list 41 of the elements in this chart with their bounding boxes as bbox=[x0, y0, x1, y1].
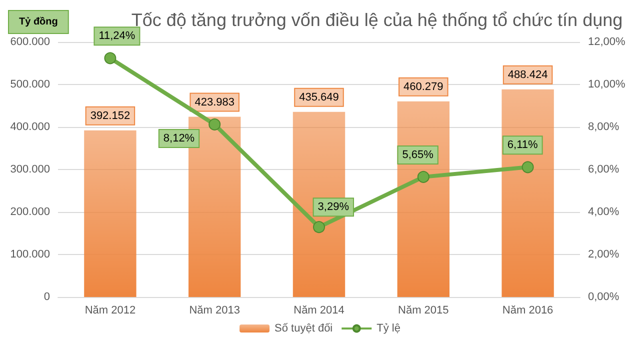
point bbox=[522, 161, 534, 174]
y-tick-label: 0 bbox=[44, 291, 50, 303]
data-label: 392.152 bbox=[90, 110, 130, 122]
legend-label: Số tuyệt đối bbox=[274, 322, 333, 334]
chart-title: Tốc độ tăng trưởng vốn điều lệ của hệ thống tổ chức tín dụng bbox=[131, 10, 623, 30]
x-tick-label: Năm 2016 bbox=[502, 304, 554, 316]
y-axis-title: Tỷ đồng bbox=[19, 16, 58, 28]
y2-tick-label: 6,00% bbox=[588, 164, 620, 176]
data-label: 435.649 bbox=[299, 91, 339, 104]
y-tick-label: 100.000 bbox=[10, 248, 50, 260]
y2-tick-label: 0,00% bbox=[588, 291, 620, 303]
bar bbox=[397, 101, 450, 297]
point bbox=[208, 118, 221, 130]
data-label: 460.279 bbox=[404, 80, 444, 93]
y-tick-label: 400.000 bbox=[10, 121, 50, 133]
legend-label: Tỷ lệ bbox=[376, 322, 400, 334]
y-tick-label: 600.000 bbox=[10, 36, 50, 48]
data-label: 6,11% bbox=[507, 139, 538, 152]
point bbox=[104, 52, 116, 64]
data-label: 5,65% bbox=[402, 148, 434, 161]
y-tick-label: 300.000 bbox=[10, 164, 50, 176]
x-tick-label: Năm 2014 bbox=[294, 304, 344, 316]
y2-tick-label: 8,00% bbox=[588, 121, 620, 133]
bar bbox=[502, 89, 554, 297]
point bbox=[417, 170, 430, 183]
y-tick-label: 200.000 bbox=[10, 206, 50, 218]
x-tick-label: Năm 2012 bbox=[84, 304, 136, 316]
data-label: 423.983 bbox=[194, 96, 234, 108]
y-tick-label: 500.000 bbox=[10, 78, 50, 90]
y2-tick-label: 12,00% bbox=[588, 36, 626, 48]
data-label: 8,12% bbox=[163, 132, 195, 144]
x-tick-label: Năm 2013 bbox=[189, 304, 240, 316]
y2-tick-label: 4,00% bbox=[588, 206, 620, 218]
y2-tick-label: 2,00% bbox=[588, 248, 620, 260]
data-label: 3,29% bbox=[318, 201, 350, 214]
point bbox=[313, 221, 325, 234]
data-label: 488.424 bbox=[508, 68, 548, 81]
y2-tick-label: 10,00% bbox=[588, 78, 626, 90]
bar bbox=[84, 130, 136, 297]
x-tick-label: Năm 2015 bbox=[398, 304, 449, 316]
data-label: 11,24% bbox=[98, 30, 136, 42]
